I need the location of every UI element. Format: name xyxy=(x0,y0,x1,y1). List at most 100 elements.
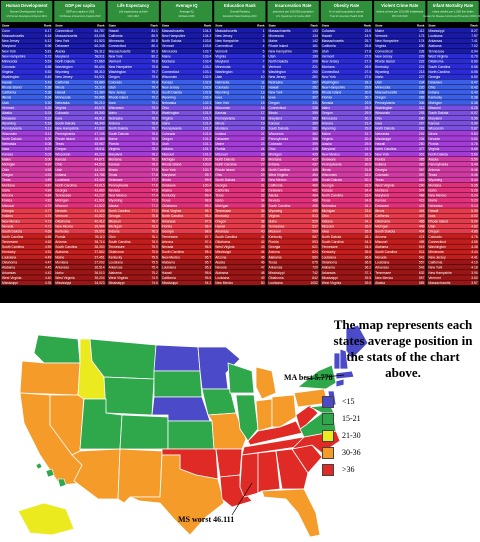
table-row xyxy=(54,110,106,116)
row-value: 557 xyxy=(419,261,425,265)
row-state: West Virginia xyxy=(428,55,447,59)
row-state: Michigan xyxy=(215,204,228,208)
table-row xyxy=(107,203,159,208)
table-row xyxy=(267,239,319,244)
row-state: Indiana xyxy=(269,163,280,167)
row-state: Arkansas xyxy=(375,266,389,270)
table-row xyxy=(320,115,373,121)
table-row xyxy=(107,141,159,147)
row-state: Florida xyxy=(269,240,279,244)
row-state: Arizona xyxy=(55,240,66,244)
row-state: Idaho xyxy=(109,111,117,115)
row-value: 31.8 xyxy=(365,168,372,172)
table-row xyxy=(267,264,319,270)
table-row xyxy=(320,192,373,198)
column-source: U.S. Department of Justice 2018 xyxy=(276,15,311,18)
row-value: 5.68 xyxy=(471,147,478,151)
row-value: 75.8 xyxy=(151,250,158,254)
table-row xyxy=(1,64,53,69)
table-row xyxy=(107,105,159,110)
table-row xyxy=(107,259,159,265)
table-row xyxy=(1,156,53,162)
row-state: New Jersey xyxy=(55,75,73,79)
row-value: 77.8 xyxy=(151,173,158,177)
row-state: Wyoming xyxy=(55,70,69,74)
row-value: 44,120 xyxy=(95,168,105,172)
row-value: 3 xyxy=(263,39,265,43)
table-row xyxy=(214,280,266,286)
column-header xyxy=(267,1,319,22)
table-row xyxy=(54,131,106,136)
row-value: 291 xyxy=(419,132,425,136)
row-value: 267 xyxy=(312,80,318,84)
row-value: 386 xyxy=(312,137,318,141)
row-value: 399 xyxy=(312,142,318,146)
row-value: 94.2 xyxy=(205,281,212,285)
row-state: South Dakota xyxy=(55,121,75,125)
row-state: New Hampshire xyxy=(109,65,133,69)
state-connecticut xyxy=(335,378,345,388)
row-state: Hawaii xyxy=(428,209,438,213)
row-state: Maine xyxy=(269,39,278,43)
row-state: Arkansas xyxy=(215,230,229,234)
row-state: Vermont xyxy=(428,276,440,280)
row-value: 35.0 xyxy=(365,224,372,228)
table-row xyxy=(54,146,106,152)
table-row xyxy=(107,182,159,188)
row-value: 44,871 xyxy=(95,158,105,162)
row-value: 5.50 xyxy=(471,158,478,162)
row-value: 56,404 xyxy=(95,65,105,69)
row-value: 513 xyxy=(312,214,318,218)
column-subtitle: infant deaths per 1,000 live births xyxy=(432,10,474,14)
table-row xyxy=(1,48,53,54)
table-row xyxy=(320,38,373,44)
table-row xyxy=(214,161,266,167)
table-row xyxy=(107,43,159,49)
row-state: Missouri xyxy=(375,240,388,244)
table-row xyxy=(267,28,319,33)
table-row xyxy=(54,53,106,59)
table-row xyxy=(320,167,373,172)
column-label-rank: Rank xyxy=(151,24,159,28)
legend-item: <15 xyxy=(322,393,392,410)
legend-swatch xyxy=(322,463,334,476)
table-row xyxy=(374,264,426,270)
table-row xyxy=(54,105,106,110)
row-state: Nevada xyxy=(162,245,174,249)
row-value: 7.02 xyxy=(471,44,478,48)
row-value: 4.91 xyxy=(45,173,52,177)
table-row xyxy=(267,161,319,167)
table-row xyxy=(427,223,479,229)
state-west-virginia xyxy=(295,404,319,430)
row-value: 41,901 xyxy=(95,199,105,203)
row-state: Virginia xyxy=(215,55,226,59)
row-value: 47,105 xyxy=(95,132,105,136)
row-value: 496 xyxy=(312,204,318,208)
row-value: 459 xyxy=(312,178,318,182)
row-value: 34.4 xyxy=(365,245,372,249)
state-georgia xyxy=(275,448,309,490)
row-state: California xyxy=(162,276,176,280)
table-row xyxy=(267,177,319,183)
column-source: US Human Development Report 2019 xyxy=(7,15,48,18)
row-state: Maryland xyxy=(375,194,389,198)
row-state: Massachusetts xyxy=(2,34,24,38)
row-state: Conn xyxy=(2,29,10,33)
row-state: Kentucky xyxy=(428,96,442,100)
legend-item: 15-21 xyxy=(322,410,392,427)
row-value: 6.94 xyxy=(471,49,478,53)
legend-label: 21-30 xyxy=(342,431,361,440)
row-state: Oregon xyxy=(375,96,386,100)
row-state: Missouri xyxy=(109,219,122,223)
row-value: 48,340 xyxy=(95,121,105,125)
row-state: South Dakota xyxy=(375,230,395,234)
row-state: Missouri xyxy=(215,152,228,156)
row-value: 6.40 xyxy=(471,91,478,95)
table-row xyxy=(54,270,106,275)
row-value: 4.92 xyxy=(471,224,478,228)
table-row xyxy=(1,177,53,183)
map-legend: <15 15-21 21-30 30-36 >36 xyxy=(322,393,392,478)
row-value: 101.9 xyxy=(203,111,211,115)
state-new-mexico xyxy=(117,448,163,504)
row-value: 104.3 xyxy=(203,29,211,33)
